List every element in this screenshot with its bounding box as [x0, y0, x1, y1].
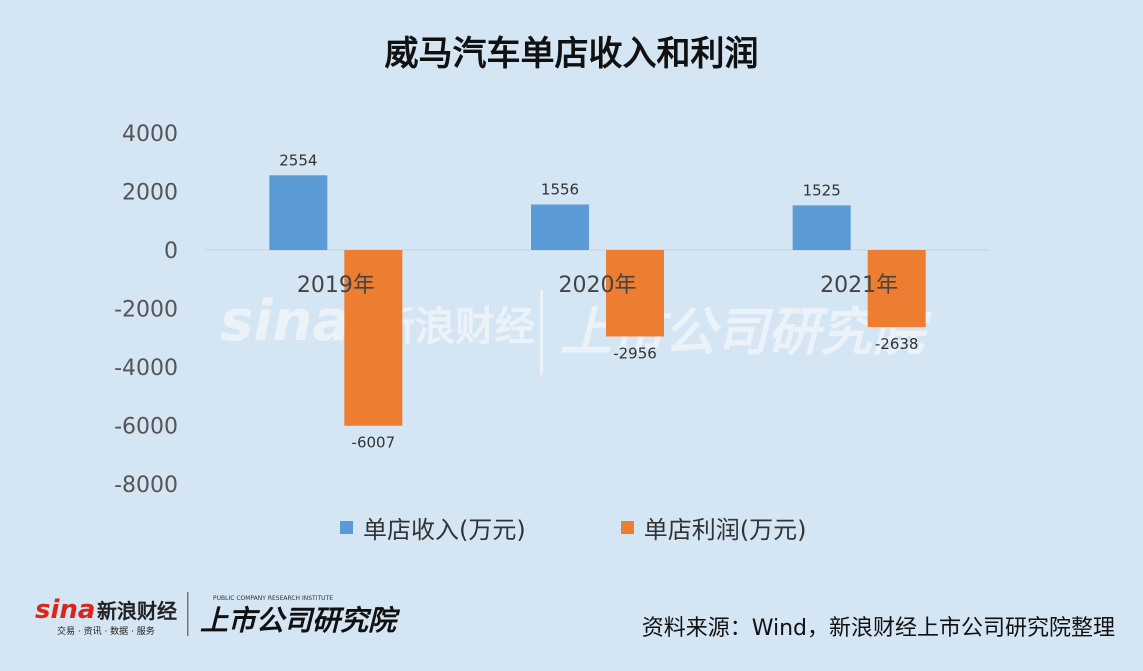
- data-label: -6007: [352, 434, 396, 452]
- bar-profit: [344, 250, 403, 426]
- legend-swatch-revenue: [340, 521, 353, 534]
- bar-profit: [867, 250, 926, 328]
- y-tick-label: -2000: [114, 298, 178, 323]
- legend-item-profit: 单店利润(万元): [620, 510, 807, 545]
- y-axis: 4000 2000 0 -2000 -4000 -6000 -8000: [114, 122, 178, 498]
- footer-institute-en: PUBLIC COMPANY RESEARCH INSTITUTE: [213, 595, 333, 602]
- y-tick-label: 0: [164, 239, 178, 264]
- footer-institute: 上市公司研究院: [200, 604, 401, 637]
- bar-profit: [606, 250, 664, 337]
- y-tick-label: 2000: [122, 181, 178, 206]
- category-label: 2021年: [820, 273, 898, 298]
- legend-item-revenue: 单店收入(万元): [340, 510, 526, 545]
- svg-text:sina: sina: [35, 595, 95, 625]
- chart-title: 威马汽车单店收入和利润: [384, 34, 759, 74]
- legend-label-revenue: 单店收入(万元): [363, 516, 526, 544]
- bar-revenue: [269, 175, 328, 250]
- bar-revenue: [792, 205, 851, 250]
- data-label: 2554: [279, 151, 317, 169]
- bars: [269, 175, 926, 426]
- source-note: 资料来源：Wind，新浪财经上市公司研究院整理: [641, 616, 1115, 641]
- category-label: 2020年: [559, 273, 637, 298]
- footer-brand: 新浪财经: [97, 599, 177, 623]
- y-tick-label: -4000: [114, 356, 178, 381]
- bar-revenue: [531, 204, 589, 250]
- data-label: -2956: [613, 344, 657, 362]
- y-tick-label: 4000: [122, 122, 178, 147]
- legend-label-profit: 单店利润(万元): [643, 516, 807, 544]
- data-label: 1525: [803, 181, 841, 199]
- data-labels: 2554 -6007 1556 -2956 1525 -2638: [279, 151, 918, 451]
- footer-brand-sub: 交易 · 资讯 · 数据 · 服务: [57, 625, 155, 637]
- data-label: 1556: [541, 180, 579, 198]
- legend-swatch-profit: [620, 521, 634, 534]
- category-label: 2019年: [297, 273, 375, 298]
- y-tick-label: -6000: [114, 415, 178, 440]
- y-tick-label: -8000: [114, 473, 178, 498]
- data-label: -2638: [875, 335, 919, 353]
- legend: 单店收入(万元) 单店利润(万元): [340, 510, 806, 545]
- category-labels: 2019年 2020年 2021年: [297, 273, 898, 298]
- footer-logo: sina 新浪财经 交易 · 资讯 · 数据 · 服务 PUBLIC COMPA…: [35, 592, 401, 637]
